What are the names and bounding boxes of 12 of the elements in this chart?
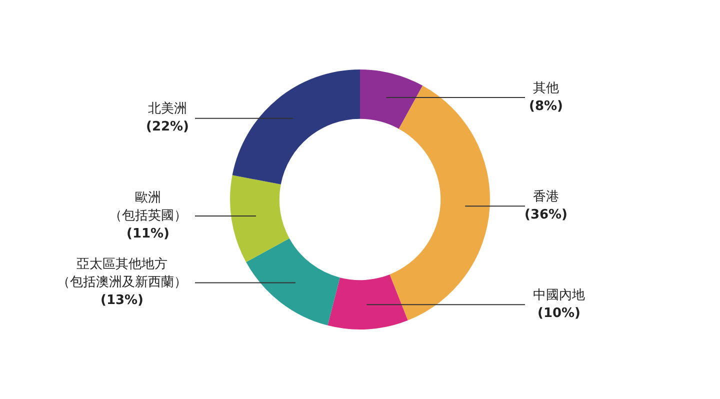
data-label: (11%) xyxy=(126,226,170,242)
slice-label: 香港 xyxy=(533,189,559,204)
data-label: (8%) xyxy=(529,98,563,114)
slice-label: 其他 xyxy=(533,80,559,96)
slice-label: 亞太區其他地方（包括澳洲及新西蘭） xyxy=(57,256,187,290)
data-label: (10%) xyxy=(538,306,580,321)
slice-label: 北美洲 xyxy=(148,100,187,117)
data-label: (36%) xyxy=(524,207,568,222)
data-label: (13%) xyxy=(100,293,144,308)
slice-label: 歐洲（包括英國） xyxy=(109,190,187,224)
slice-label: 中國內地 xyxy=(533,288,585,303)
data-label: (22%) xyxy=(146,120,189,135)
